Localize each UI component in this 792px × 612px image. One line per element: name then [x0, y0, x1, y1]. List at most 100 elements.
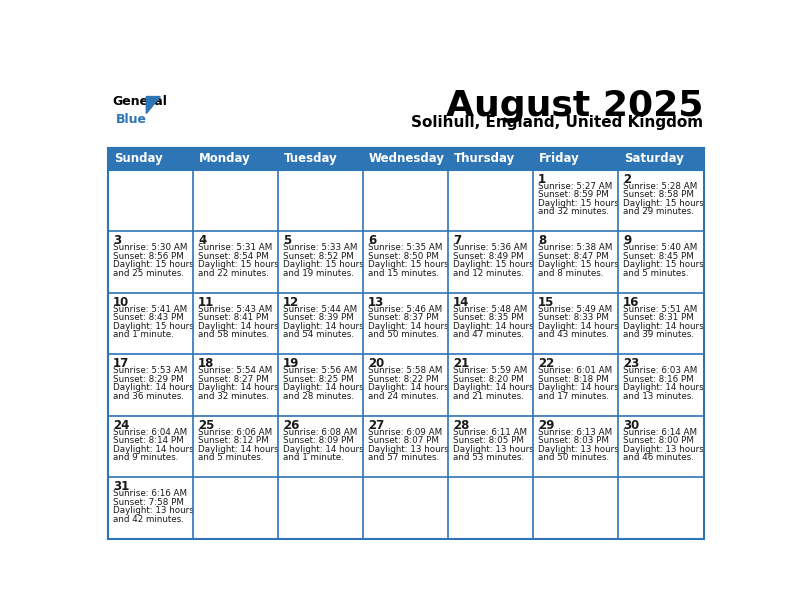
Text: Daylight: 15 hours: Daylight: 15 hours	[538, 260, 619, 269]
Bar	[193, 231, 278, 293]
Text: and 1 minute.: and 1 minute.	[283, 453, 344, 463]
Bar	[364, 477, 448, 539]
Text: and 22 minutes.: and 22 minutes.	[198, 269, 268, 278]
Bar	[619, 231, 703, 293]
Text: Sunset: 8:27 PM: Sunset: 8:27 PM	[198, 375, 268, 384]
Bar	[534, 354, 619, 416]
Text: 31: 31	[113, 480, 129, 493]
Text: Sunset: 8:09 PM: Sunset: 8:09 PM	[283, 436, 354, 445]
Text: Daylight: 13 hours: Daylight: 13 hours	[623, 445, 704, 453]
Bar	[534, 231, 619, 293]
Bar	[364, 354, 448, 416]
Bar	[109, 231, 193, 293]
Text: General: General	[112, 95, 167, 108]
Text: Daylight: 15 hours: Daylight: 15 hours	[368, 260, 449, 269]
Text: Sunset: 8:33 PM: Sunset: 8:33 PM	[538, 313, 609, 322]
Text: Sunset: 8:03 PM: Sunset: 8:03 PM	[538, 436, 609, 445]
Text: Sunset: 8:58 PM: Sunset: 8:58 PM	[623, 190, 694, 200]
Bar	[278, 477, 364, 539]
Text: Sunrise: 5:38 AM: Sunrise: 5:38 AM	[538, 243, 612, 252]
Text: 23: 23	[623, 357, 639, 370]
Text: 19: 19	[283, 357, 299, 370]
Bar	[364, 170, 448, 231]
Text: Sunset: 8:12 PM: Sunset: 8:12 PM	[198, 436, 268, 445]
Text: Daylight: 13 hours: Daylight: 13 hours	[368, 445, 449, 453]
Text: 10: 10	[113, 296, 129, 308]
Text: and 15 minutes.: and 15 minutes.	[368, 269, 439, 278]
Text: Sunset: 8:31 PM: Sunset: 8:31 PM	[623, 313, 694, 322]
Text: and 42 minutes.: and 42 minutes.	[113, 515, 184, 524]
Text: and 32 minutes.: and 32 minutes.	[198, 392, 269, 401]
Text: Daylight: 15 hours: Daylight: 15 hours	[113, 260, 194, 269]
Bar	[278, 231, 364, 293]
Text: Daylight: 15 hours: Daylight: 15 hours	[538, 199, 619, 208]
Text: and 54 minutes.: and 54 minutes.	[283, 330, 354, 340]
Text: Sunset: 8:14 PM: Sunset: 8:14 PM	[113, 436, 184, 445]
Text: and 32 minutes.: and 32 minutes.	[538, 207, 609, 217]
Text: 11: 11	[198, 296, 214, 308]
Text: and 13 minutes.: and 13 minutes.	[623, 392, 694, 401]
Text: 4: 4	[198, 234, 206, 247]
Text: Sunrise: 6:01 AM: Sunrise: 6:01 AM	[538, 366, 612, 375]
Bar	[534, 293, 619, 354]
Bar	[364, 231, 448, 293]
Bar	[448, 231, 534, 293]
Text: and 47 minutes.: and 47 minutes.	[453, 330, 524, 340]
Text: 20: 20	[368, 357, 384, 370]
Bar	[534, 170, 619, 231]
Text: August 2025: August 2025	[446, 89, 703, 123]
Text: Daylight: 13 hours: Daylight: 13 hours	[538, 445, 619, 453]
Text: Sunset: 7:58 PM: Sunset: 7:58 PM	[113, 498, 184, 507]
Text: Tuesday: Tuesday	[284, 152, 337, 165]
Bar	[193, 170, 278, 231]
Text: Sunset: 8:35 PM: Sunset: 8:35 PM	[453, 313, 524, 322]
Text: and 28 minutes.: and 28 minutes.	[283, 392, 354, 401]
Text: Daylight: 15 hours: Daylight: 15 hours	[623, 199, 704, 208]
Text: Daylight: 14 hours: Daylight: 14 hours	[368, 322, 449, 331]
Text: Saturday: Saturday	[624, 152, 683, 165]
Text: Daylight: 14 hours: Daylight: 14 hours	[283, 383, 364, 392]
Text: Sunrise: 5:46 AM: Sunrise: 5:46 AM	[368, 305, 442, 313]
Text: and 53 minutes.: and 53 minutes.	[453, 453, 524, 463]
Text: and 46 minutes.: and 46 minutes.	[623, 453, 694, 463]
Text: Daylight: 13 hours: Daylight: 13 hours	[113, 506, 194, 515]
Text: and 8 minutes.: and 8 minutes.	[538, 269, 604, 278]
Bar	[619, 354, 703, 416]
Text: 15: 15	[538, 296, 554, 308]
Text: Sunrise: 5:27 AM: Sunrise: 5:27 AM	[538, 182, 612, 190]
Text: Sunrise: 5:53 AM: Sunrise: 5:53 AM	[113, 366, 188, 375]
Text: Sunset: 8:07 PM: Sunset: 8:07 PM	[368, 436, 439, 445]
Bar	[534, 416, 619, 477]
Text: 27: 27	[368, 419, 384, 431]
Bar	[619, 416, 703, 477]
Bar	[278, 354, 364, 416]
Text: Sunset: 8:47 PM: Sunset: 8:47 PM	[538, 252, 609, 261]
Text: Sunset: 8:22 PM: Sunset: 8:22 PM	[368, 375, 439, 384]
Bar	[619, 170, 703, 231]
Text: Sunrise: 5:28 AM: Sunrise: 5:28 AM	[623, 182, 698, 190]
Text: Daylight: 14 hours: Daylight: 14 hours	[283, 445, 364, 453]
Bar	[109, 416, 193, 477]
Text: and 57 minutes.: and 57 minutes.	[368, 453, 439, 463]
Bar	[109, 148, 703, 539]
Text: and 9 minutes.: and 9 minutes.	[113, 453, 178, 463]
Text: and 50 minutes.: and 50 minutes.	[538, 453, 609, 463]
Text: Daylight: 15 hours: Daylight: 15 hours	[453, 260, 534, 269]
Text: and 25 minutes.: and 25 minutes.	[113, 269, 184, 278]
Text: Daylight: 14 hours: Daylight: 14 hours	[538, 322, 619, 331]
Bar	[448, 416, 534, 477]
Text: 24: 24	[113, 419, 129, 431]
Text: Sunday: Sunday	[114, 152, 162, 165]
Text: Daylight: 14 hours: Daylight: 14 hours	[198, 383, 279, 392]
Text: Monday: Monday	[199, 152, 250, 165]
Text: Sunrise: 5:36 AM: Sunrise: 5:36 AM	[453, 243, 527, 252]
Text: Daylight: 14 hours: Daylight: 14 hours	[113, 445, 194, 453]
Text: Sunrise: 6:14 AM: Sunrise: 6:14 AM	[623, 428, 697, 436]
Text: and 24 minutes.: and 24 minutes.	[368, 392, 439, 401]
Bar	[278, 416, 364, 477]
Bar	[534, 477, 619, 539]
Text: Sunset: 8:41 PM: Sunset: 8:41 PM	[198, 313, 268, 322]
Text: Daylight: 15 hours: Daylight: 15 hours	[113, 322, 194, 331]
Text: Sunset: 8:25 PM: Sunset: 8:25 PM	[283, 375, 354, 384]
Text: Daylight: 14 hours: Daylight: 14 hours	[113, 383, 194, 392]
